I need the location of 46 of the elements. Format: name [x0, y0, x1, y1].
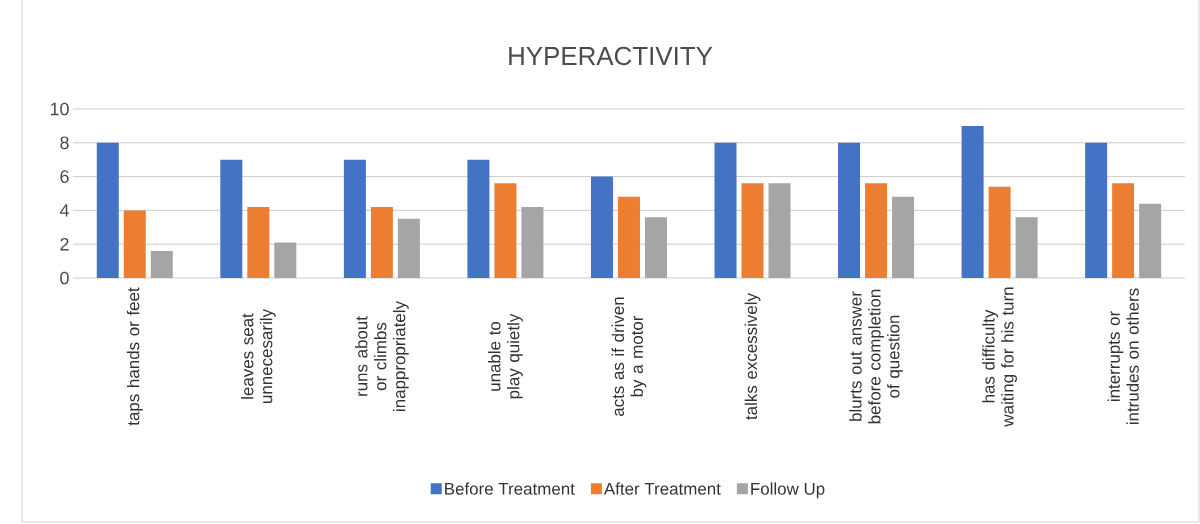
x-tick-label: taps hands or feet	[126, 287, 143, 426]
x-tick-label: runs about or climbs inappropriately	[355, 301, 409, 411]
chart-title: HYPERACTIVITY	[509, 46, 713, 66]
bar	[1112, 183, 1135, 278]
x-tick-label: unable to play quietly	[488, 313, 523, 399]
bar	[274, 242, 297, 278]
bar	[865, 183, 888, 278]
x-tick-label: has difficulty waiting for his turn	[982, 287, 1017, 427]
bar	[370, 207, 393, 278]
x-tick-label: interrupts or intrudes on others	[1107, 288, 1139, 425]
x-tick-label: acts as if driven by a motor	[611, 297, 647, 417]
legend-label: After Treatment	[603, 482, 721, 495]
bar	[617, 196, 640, 278]
bar	[644, 217, 667, 278]
bar	[961, 125, 984, 278]
bar	[988, 186, 1011, 278]
y-tick-label: 4	[59, 204, 69, 217]
y-tick-label: 8	[60, 136, 69, 150]
legend-label: Follow Up	[751, 482, 825, 499]
bar	[838, 142, 861, 278]
x-tick-label: talks excessively	[744, 293, 761, 420]
x-tick-label: leaves seat unnecesarily	[240, 309, 276, 403]
bar	[521, 207, 544, 278]
bar	[1015, 217, 1038, 278]
bar	[741, 183, 764, 278]
y-tick-label: 0	[60, 271, 69, 285]
bar	[1085, 142, 1108, 278]
y-tick-label: 6	[60, 170, 69, 183]
bar	[150, 250, 173, 278]
bar	[123, 210, 146, 278]
bar	[343, 159, 366, 278]
bar	[397, 218, 420, 278]
bar	[590, 176, 613, 278]
bar	[467, 159, 490, 278]
legend-label: Before Treatment	[445, 482, 575, 495]
bar	[892, 196, 915, 278]
x-tick-label: blurts out answer before completion of question	[849, 289, 903, 424]
y-tick-label: 10	[50, 102, 69, 116]
bar	[220, 159, 243, 278]
bar	[247, 207, 270, 278]
bar	[1139, 203, 1162, 278]
bar	[768, 183, 791, 278]
y-tick-label: 2	[60, 237, 69, 251]
bar	[714, 142, 737, 278]
bar	[494, 183, 517, 278]
bar	[96, 142, 119, 278]
